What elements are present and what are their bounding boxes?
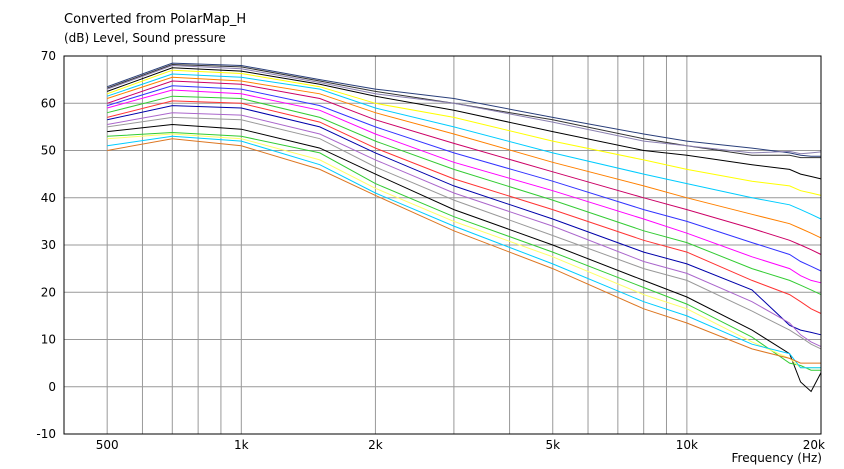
y-tick-label: 10 [41, 333, 56, 347]
y-tick-label: 70 [41, 49, 56, 63]
series-group [107, 62, 822, 393]
series-line-3 [107, 64, 822, 155]
y-axis-label: (dB) Level, Sound pressure [64, 31, 226, 45]
y-tick-label: 50 [41, 144, 56, 158]
series-line-13 [107, 105, 822, 336]
series-line-15 [107, 116, 822, 350]
y-tick-label: -10 [36, 427, 56, 441]
chart-title: Converted from PolarMap_H [64, 12, 247, 27]
y-tick-label: 0 [48, 380, 56, 394]
series-line-4 [107, 67, 822, 180]
y-tick-label: 40 [41, 191, 56, 205]
y-tick-label: 60 [41, 96, 56, 110]
series-line-20 [107, 138, 821, 364]
series-line-5 [107, 69, 822, 196]
series-line-10 [107, 89, 822, 284]
series-line-18 [107, 133, 821, 369]
series-line-1 [107, 62, 821, 157]
series-line-17 [107, 131, 821, 371]
series-line-2 [107, 63, 821, 159]
series-line-9 [107, 85, 822, 272]
series-line-12 [107, 100, 822, 314]
x-tick-label: 500 [96, 438, 119, 452]
x-tick-label: 10k [676, 438, 698, 452]
x-tick-label: 5k [545, 438, 560, 452]
series-line-14 [107, 112, 822, 348]
y-tick-label: 30 [41, 238, 56, 252]
x-axis-label: Frequency (Hz) [731, 451, 823, 465]
series-line-16 [107, 123, 822, 393]
x-tick-label: 2k [368, 438, 383, 452]
series-line-8 [107, 80, 822, 255]
series-line-7 [107, 76, 822, 239]
grid [64, 56, 821, 434]
x-tick-label: 1k [234, 438, 249, 452]
x-tick-label: 20k [803, 438, 825, 452]
tick-labels: 70 60 50 40 30 20 10 0 -10 500 1k 2k 5k 10k 20k [36, 49, 825, 452]
plot-frame [63, 55, 822, 435]
series-line-6 [107, 73, 822, 220]
series-line-11 [107, 95, 822, 296]
y-tick-label: 20 [41, 285, 56, 299]
series-line-19 [107, 135, 821, 369]
